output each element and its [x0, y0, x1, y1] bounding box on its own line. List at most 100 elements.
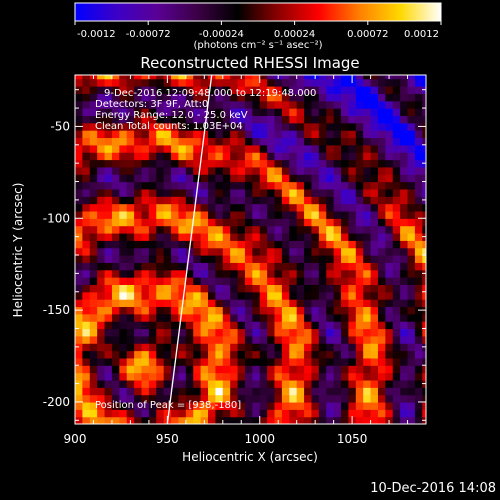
heatmap-cell [156, 269, 165, 278]
heatmap-cell [237, 277, 246, 285]
heatmap-cell [244, 247, 253, 256]
heatmap-cell [341, 343, 350, 352]
heatmap-cell [185, 93, 194, 102]
heatmap-cell [215, 144, 224, 153]
heatmap-cell [193, 269, 202, 278]
heatmap-cell [171, 401, 180, 410]
heatmap-cell [318, 401, 327, 410]
heatmap-cell [370, 196, 379, 205]
heatmap-cell [422, 291, 426, 300]
heatmap-cell [363, 343, 372, 352]
heatmap-cell [104, 152, 113, 161]
heatmap-cell [82, 218, 91, 227]
heatmap-cell [318, 108, 327, 117]
heatmap-cell [82, 203, 91, 212]
heatmap-cell [289, 409, 298, 418]
heatmap-cell [311, 255, 320, 263]
heatmap-cell [311, 247, 320, 256]
heatmap-cell [237, 181, 246, 190]
heatmap-cell [311, 299, 320, 308]
heatmap-cell [193, 137, 202, 146]
heatmap-cell [200, 181, 209, 190]
heatmap-cell [355, 152, 364, 161]
heatmap-cell [274, 262, 283, 271]
heatmap-cell [89, 343, 98, 352]
heatmap-cell [171, 284, 180, 293]
heatmap-cell [97, 372, 106, 381]
heatmap-cell [208, 335, 216, 344]
heatmap-cell [156, 335, 165, 344]
heatmap-cell [244, 86, 253, 94]
heatmap-cell [193, 372, 202, 381]
heatmap-cell [407, 291, 416, 300]
heatmap-cell [304, 93, 313, 102]
heatmap-cell [134, 321, 143, 330]
heatmap-cell [348, 350, 357, 359]
heatmap-cell [215, 328, 224, 337]
heatmap-cell [392, 306, 401, 315]
heatmap-cell [200, 78, 209, 87]
heatmap-cell [230, 284, 239, 293]
heatmap-cell [311, 144, 320, 153]
heatmap-cell [75, 108, 83, 117]
heatmap-cell [252, 372, 261, 381]
heatmap-cell [400, 152, 409, 161]
heatmap-cell [407, 115, 416, 124]
heatmap-cell [178, 166, 187, 175]
heatmap-cell [370, 291, 379, 300]
heatmap-cell [311, 321, 320, 330]
heatmap-cell [208, 159, 216, 168]
heatmap-cell [244, 93, 253, 102]
heatmap-cell [89, 93, 98, 102]
heatmap-cell [407, 196, 416, 205]
heatmap-cell [370, 232, 379, 241]
heatmap-cell [370, 262, 379, 271]
colorbar-tick-label: 0.00024 [274, 29, 315, 40]
heatmap-cell [318, 152, 327, 161]
heatmap-cell [200, 306, 209, 315]
heatmap-cell [208, 196, 216, 205]
heatmap-cell [363, 130, 372, 139]
heatmap-cell [414, 350, 423, 359]
heatmap-cell [274, 394, 283, 403]
heatmap-cell [244, 372, 253, 381]
heatmap-cell [252, 240, 261, 249]
heatmap-cell [414, 255, 423, 263]
heatmap-cell [348, 225, 357, 234]
heatmap-cell [237, 313, 246, 322]
heatmap-cell [148, 210, 157, 219]
heatmap-cell [215, 159, 224, 168]
heatmap-cell [341, 122, 350, 131]
heatmap-cell [414, 365, 423, 374]
heatmap-cell [119, 277, 128, 285]
heatmap-cell [82, 255, 91, 263]
heatmap-cell [193, 240, 202, 249]
heatmap-cell [111, 75, 120, 80]
heatmap-cell [363, 335, 372, 344]
heatmap-cell [89, 188, 98, 197]
heatmap-cell [222, 188, 231, 197]
heatmap-cell [244, 159, 253, 168]
heatmap-cell [363, 100, 372, 109]
heatmap-cell [318, 357, 327, 366]
heatmap-cell [89, 284, 98, 293]
heatmap-cell [148, 115, 157, 124]
heatmap-cell [222, 166, 231, 175]
heatmap-cell [392, 299, 401, 308]
heatmap-cell [348, 218, 357, 227]
heatmap-cell [178, 343, 187, 352]
heatmap-cell [400, 365, 409, 374]
heatmap-cell [252, 159, 261, 168]
heatmap-cell [97, 284, 106, 293]
annotation-line: 9-Dec-2016 12:09:48.000 to 12:19:48.000 [104, 88, 316, 99]
heatmap-cell [363, 379, 372, 388]
heatmap-cell [370, 166, 379, 175]
heatmap-cell [407, 100, 416, 109]
heatmap-cell [304, 262, 313, 271]
heatmap-cell [163, 188, 172, 197]
heatmap-cell [215, 284, 224, 293]
heatmap-cell [200, 269, 209, 278]
heatmap-cell [97, 299, 106, 308]
heatmap-cell [185, 401, 194, 410]
heatmap-cell [407, 218, 416, 227]
